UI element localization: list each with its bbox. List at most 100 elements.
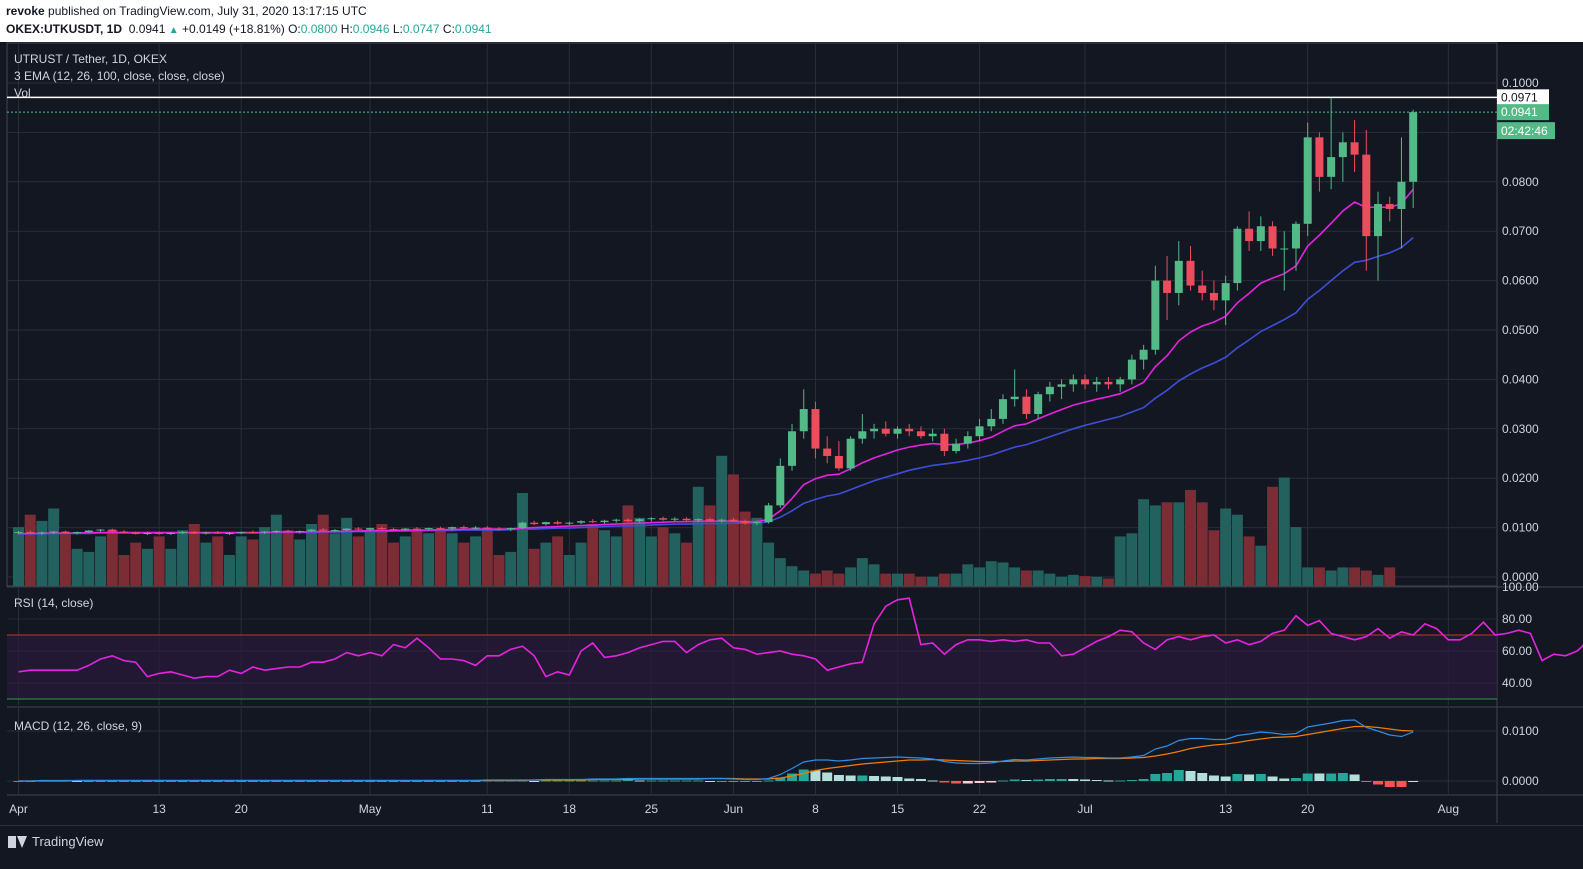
ema-legend[interactable]: 3 EMA (12, 26, 100, close, close, close)	[14, 69, 225, 83]
volume-bar	[25, 515, 36, 586]
candle-body	[167, 533, 175, 534]
macd-histogram-bar	[1279, 779, 1289, 782]
volume-bar	[1302, 567, 1313, 586]
y-tick-label: 0.0200	[1502, 471, 1539, 485]
volume-bar	[634, 518, 645, 586]
volume-bar	[892, 574, 903, 586]
candle-body	[390, 529, 398, 530]
candle-body	[776, 466, 784, 506]
candle-body	[589, 521, 597, 522]
macd-y-tick-label: 0.0000	[1502, 774, 1539, 788]
macd-histogram-bar	[693, 781, 703, 782]
volume-bar	[1185, 490, 1196, 586]
candle-body	[1046, 387, 1054, 394]
candle-body	[460, 527, 468, 528]
macd-histogram-bar	[435, 781, 445, 782]
volume-bar	[154, 536, 165, 586]
volume-bar	[329, 533, 340, 586]
rsi-legend[interactable]: RSI (14, close)	[14, 596, 93, 610]
tradingview-brand: TradingView	[32, 834, 104, 849]
candle-body	[1069, 379, 1077, 384]
tradingview-logo[interactable]: TradingView	[8, 834, 104, 849]
candle-body	[1351, 142, 1359, 154]
macd-histogram-bar	[224, 781, 234, 782]
author-name[interactable]: revoke	[6, 4, 45, 18]
macd-histogram-bar	[166, 781, 176, 782]
candle-body	[26, 532, 34, 533]
volume-bar	[1103, 579, 1114, 586]
candle-body	[1187, 261, 1195, 286]
macd-histogram-bar	[154, 781, 164, 782]
macd-histogram-bar	[1314, 774, 1324, 782]
volume-bar	[540, 543, 551, 586]
low-label: L:	[393, 22, 403, 36]
macd-histogram-bar	[529, 781, 539, 782]
candle-body	[261, 532, 269, 533]
macd-histogram-bar	[658, 781, 668, 782]
volume-bar	[599, 530, 610, 586]
high-price-tag-text: 0.0971	[1501, 90, 1538, 104]
last-price-tag-text: 0.0941	[1501, 105, 1538, 119]
candle-body	[683, 519, 691, 520]
volume-bar	[1056, 577, 1067, 586]
volume-bar	[658, 527, 669, 586]
volume-bar	[224, 555, 235, 586]
macd-histogram-bar	[447, 781, 457, 782]
ema-12-line	[19, 189, 1414, 533]
candle-body	[1151, 281, 1159, 350]
volume-bar	[1150, 505, 1161, 586]
macd-histogram-bar	[248, 781, 258, 782]
candle-body	[565, 523, 573, 524]
macd-histogram-bar	[400, 781, 410, 782]
low-value: 0.0747	[403, 22, 440, 36]
candle-body	[472, 528, 480, 529]
macd-histogram-bar	[857, 776, 867, 782]
candle-body	[905, 429, 913, 431]
macd-legend[interactable]: MACD (12, 26, close, 9)	[14, 719, 142, 733]
candle-body	[788, 431, 796, 466]
volume-bar	[236, 536, 247, 586]
macd-histogram-bar	[1268, 777, 1278, 782]
macd-histogram-bar	[1115, 781, 1125, 782]
candle-body	[319, 530, 327, 531]
volume-bar	[962, 564, 973, 586]
x-tick-label: 13	[1219, 802, 1233, 816]
ohlc-line: OKEX:UTKUSDT, 1D 0.0941 ▲ +0.0149 (+18.8…	[6, 22, 492, 36]
candle-body	[1128, 360, 1136, 380]
publish-text: published on TradingView.com, July 31, 2…	[48, 4, 367, 18]
macd-histogram-bar	[939, 781, 949, 783]
candle-body	[1222, 283, 1230, 300]
macd-histogram-bar	[799, 770, 809, 782]
macd-histogram-bar	[705, 781, 715, 782]
volume-bar	[470, 536, 481, 586]
vol-legend[interactable]: Vol	[14, 86, 31, 100]
candle-body	[1257, 226, 1265, 241]
open-value: 0.0800	[301, 22, 338, 36]
volume-bar	[376, 524, 387, 586]
candle-body	[143, 533, 151, 534]
candle-body	[612, 520, 620, 521]
macd-histogram-bar	[271, 781, 281, 782]
candle-body	[741, 521, 749, 523]
candle-body	[976, 426, 984, 436]
y-tick-label: 0.0500	[1502, 323, 1539, 337]
volume-bar	[447, 533, 458, 586]
macd-histogram-bar	[834, 775, 844, 781]
macd-histogram-bar	[119, 781, 129, 782]
volume-bar	[904, 574, 915, 586]
macd-histogram-bar	[564, 781, 574, 782]
x-tick-label: 8	[812, 802, 819, 816]
y-tick-label: 0.0600	[1502, 274, 1539, 288]
macd-histogram-bar	[1127, 780, 1137, 781]
volume-bar	[646, 536, 657, 586]
candle-body	[601, 521, 609, 522]
volume-bar	[1290, 527, 1301, 586]
volume-bar	[857, 558, 868, 586]
volume-bar	[72, 549, 83, 586]
macd-histogram-bar	[1209, 776, 1219, 782]
high-value: 0.0946	[353, 22, 390, 36]
volume-bar	[997, 562, 1008, 586]
volume-bar	[318, 515, 329, 586]
volume-bar	[505, 552, 516, 586]
